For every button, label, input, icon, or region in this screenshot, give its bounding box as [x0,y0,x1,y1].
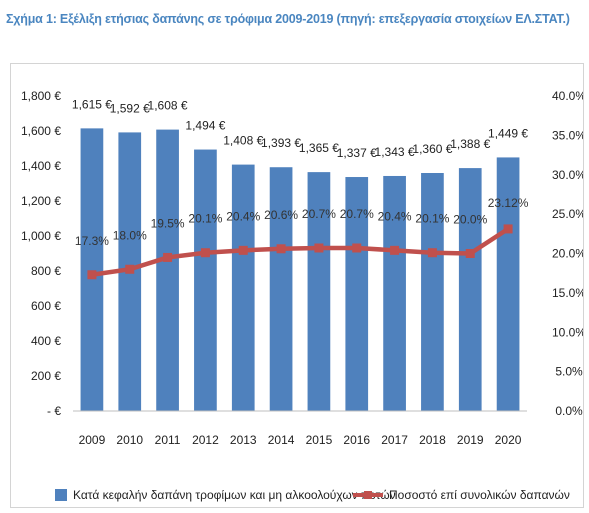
line-marker [503,224,513,234]
bar-value-label: 1,449 € [488,126,528,140]
line-marker [87,270,97,280]
x-tick-label: 2016 [343,433,370,447]
x-tick-label: 2013 [230,433,257,447]
line-marker [200,248,210,258]
legend-bar-swatch [55,489,67,501]
line-marker [427,248,437,258]
left-tick-label: 600 € [31,299,61,313]
bar [307,172,331,411]
line-value-label: 20.7% [302,207,336,221]
bar-data-labels: 1,615 €1,592 €1,608 € 1,494 €1,408 €1,393… [72,97,529,160]
bar [269,167,293,411]
legend-line-marker [364,491,372,499]
left-axis: - € 200 € 400 € 600 € 800 € 1,000 € 1,200 € 1,4… [21,89,61,418]
x-tick-label: 2010 [116,433,143,447]
line-value-label: 19.5% [151,216,185,230]
bar-value-label: 1,337 € [337,146,377,160]
bar-value-label: 1,608 € [148,99,188,113]
line-value-label: 20.0% [453,213,487,227]
line-value-label: 20.1% [415,212,449,226]
line-value-label: 20.7% [340,207,374,221]
right-tick-label: 35.0% [552,128,583,142]
line-marker [465,249,475,258]
bar-value-label: 1,494 € [185,119,225,133]
right-tick-label: 40.0% [552,89,583,103]
right-tick-label: 15.0% [552,286,583,300]
bar-value-label: 1,393 € [261,136,301,150]
bar-value-label: 1,343 € [375,145,415,159]
x-tick-label: 2009 [79,433,106,447]
line-marker [352,243,362,253]
bar [383,175,406,411]
bar-series [80,128,520,412]
legend-line-label: Ποσοστό επί συνολικών δαπανών [389,488,570,502]
bar-value-label: 1,360 € [412,142,452,156]
right-tick-label: 20.0% [552,247,583,261]
line-data-labels: 17.3% 18.0%19.5% 20.1% 20.4% 20.6% 20.7% 20.7%… [75,196,529,248]
right-tick-label: 30.0% [552,168,583,182]
bar [458,168,482,411]
line-value-label: 18.0% [113,228,147,242]
x-tick-label: 2017 [381,433,408,447]
line-marker [276,244,286,254]
right-axis: 0.0% 5.0% 10.0% 15.0% 20.0% 25.0% 30.0% 35.0% 40… [552,89,586,418]
x-tick-label: 2019 [457,433,484,447]
bar [156,129,179,411]
bar-value-label: 1,365 € [299,141,339,155]
x-tick-label: 2018 [419,433,446,447]
line-value-label: 20.1% [188,212,222,226]
left-tick-label: 1,200 € [21,194,61,208]
bar [80,128,104,411]
bar [345,177,369,411]
line-value-label: 23.12% [488,196,529,210]
x-tick-label: 2015 [306,433,333,447]
x-tick-label: 2020 [495,433,522,447]
left-tick-label: 1,400 € [21,159,61,173]
legend-bar-label: Κατά κεφαλήν δαπάνη τροφίμων και μη αλκο… [73,488,396,502]
right-tick-label: 5.0% [555,365,583,379]
bar [421,173,444,411]
line-marker [163,252,173,262]
line-value-label: 20.4% [378,209,412,223]
right-tick-label: 25.0% [552,207,583,221]
left-tick-label: 1,800 € [21,89,61,103]
bar-value-label: 1,408 € [223,134,263,148]
line-series [87,224,513,280]
bar-value-label: 1,592 € [110,101,150,115]
chart-title: Σχήμα 1: Εξέλιξη ετήσιας δαπάνης σε τρόφ… [6,12,570,26]
line-value-label: 20.4% [226,209,260,223]
bar [496,157,520,411]
line-value-label: 17.3% [75,234,109,248]
left-tick-label: - € [47,404,61,418]
left-tick-label: 1,600 € [21,124,61,138]
line-marker [238,245,248,255]
line-path [91,227,510,277]
line-value-label: 20.6% [264,208,298,222]
bar [231,164,255,411]
line-marker [314,243,324,253]
left-tick-label: 800 € [31,264,61,278]
combo-chart: - € 200 € 400 € 600 € 800 € 1,000 € 1,200 € 1,4… [21,89,586,502]
bar-value-label: 1,388 € [450,137,490,151]
right-tick-label: 0.0% [555,404,583,418]
bar-value-label: 1,615 € [72,97,112,111]
right-tick-label: 10.0% [552,325,583,339]
x-tick-label: 2011 [155,433,181,447]
x-axis: 2009 2010 2011 2012 2013 2014 2015 2016 2017 2018… [73,410,527,447]
left-tick-label: 400 € [31,334,61,348]
chart-frame: - € 200 € 400 € 600 € 800 € 1,000 € 1,200 € 1,4… [10,63,586,508]
left-tick-label: 200 € [31,369,61,383]
x-tick-label: 2014 [268,433,295,447]
line-marker [125,264,135,274]
bar [194,149,217,412]
left-tick-label: 1,000 € [21,229,61,243]
legend: Κατά κεφαλήν δαπάνη τροφίμων και μη αλκο… [55,488,570,502]
x-tick-label: 2012 [192,433,219,447]
line-marker [390,245,400,255]
